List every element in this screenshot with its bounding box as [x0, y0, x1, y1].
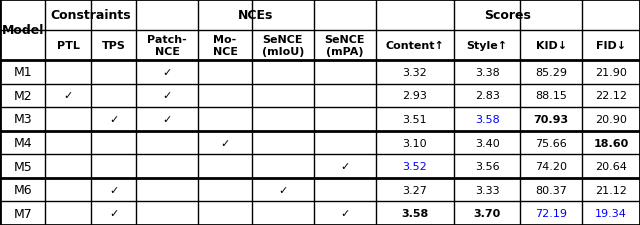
Text: 3.52: 3.52	[403, 161, 428, 171]
Text: TPS: TPS	[102, 40, 125, 51]
Text: 88.15: 88.15	[535, 91, 567, 101]
Text: M2: M2	[13, 90, 32, 102]
Text: ✓: ✓	[278, 185, 287, 195]
Text: 18.60: 18.60	[593, 138, 628, 148]
Text: ✓: ✓	[163, 68, 172, 77]
Text: ✓: ✓	[63, 91, 73, 101]
Text: ✓: ✓	[340, 161, 349, 171]
Text: NCEs: NCEs	[238, 9, 274, 22]
Text: ✓: ✓	[109, 115, 118, 124]
Text: 74.20: 74.20	[535, 161, 567, 171]
Text: ✓: ✓	[340, 208, 349, 218]
Text: 3.10: 3.10	[403, 138, 428, 148]
Text: 3.27: 3.27	[403, 185, 428, 195]
Text: Constraints: Constraints	[51, 9, 131, 22]
Text: 72.19: 72.19	[535, 208, 567, 218]
Text: M1: M1	[13, 66, 32, 79]
Text: 3.56: 3.56	[475, 161, 500, 171]
Text: M6: M6	[13, 183, 32, 196]
Text: 3.58: 3.58	[475, 115, 500, 124]
Text: PTL: PTL	[57, 40, 79, 51]
Text: KID↓: KID↓	[536, 40, 567, 51]
Text: M4: M4	[13, 136, 32, 149]
Text: 22.12: 22.12	[595, 91, 627, 101]
Text: FID↓: FID↓	[596, 40, 626, 51]
Text: 3.70: 3.70	[474, 208, 501, 218]
Text: 20.64: 20.64	[595, 161, 627, 171]
Text: Style↑: Style↑	[467, 40, 508, 51]
Text: 3.38: 3.38	[475, 68, 500, 77]
Text: ✓: ✓	[220, 138, 230, 148]
Text: 21.90: 21.90	[595, 68, 627, 77]
Text: M7: M7	[13, 207, 32, 220]
Text: M3: M3	[13, 113, 32, 126]
Text: 3.40: 3.40	[475, 138, 500, 148]
Text: ✓: ✓	[109, 208, 118, 218]
Text: ✓: ✓	[163, 91, 172, 101]
Text: 21.12: 21.12	[595, 185, 627, 195]
Text: 75.66: 75.66	[535, 138, 567, 148]
Text: 3.51: 3.51	[403, 115, 428, 124]
Text: 3.58: 3.58	[401, 208, 429, 218]
Text: 3.33: 3.33	[475, 185, 500, 195]
Text: SeNCE
(mIoU): SeNCE (mIoU)	[262, 35, 304, 56]
Text: Scores: Scores	[484, 9, 531, 22]
Text: Content↑: Content↑	[385, 40, 444, 51]
Text: 70.93: 70.93	[534, 115, 569, 124]
Text: 20.90: 20.90	[595, 115, 627, 124]
Text: Model: Model	[1, 24, 44, 37]
Text: ✓: ✓	[109, 185, 118, 195]
Text: 2.93: 2.93	[403, 91, 428, 101]
Text: Mo-
NCE: Mo- NCE	[212, 35, 237, 56]
Text: ✓: ✓	[163, 115, 172, 124]
Text: 85.29: 85.29	[535, 68, 567, 77]
Text: 19.34: 19.34	[595, 208, 627, 218]
Text: 3.32: 3.32	[403, 68, 428, 77]
Text: 2.83: 2.83	[475, 91, 500, 101]
Text: 80.37: 80.37	[535, 185, 567, 195]
Text: SeNCE
(mPA): SeNCE (mPA)	[324, 35, 365, 56]
Text: Patch-
NCE: Patch- NCE	[147, 35, 187, 56]
Text: M5: M5	[13, 160, 32, 173]
